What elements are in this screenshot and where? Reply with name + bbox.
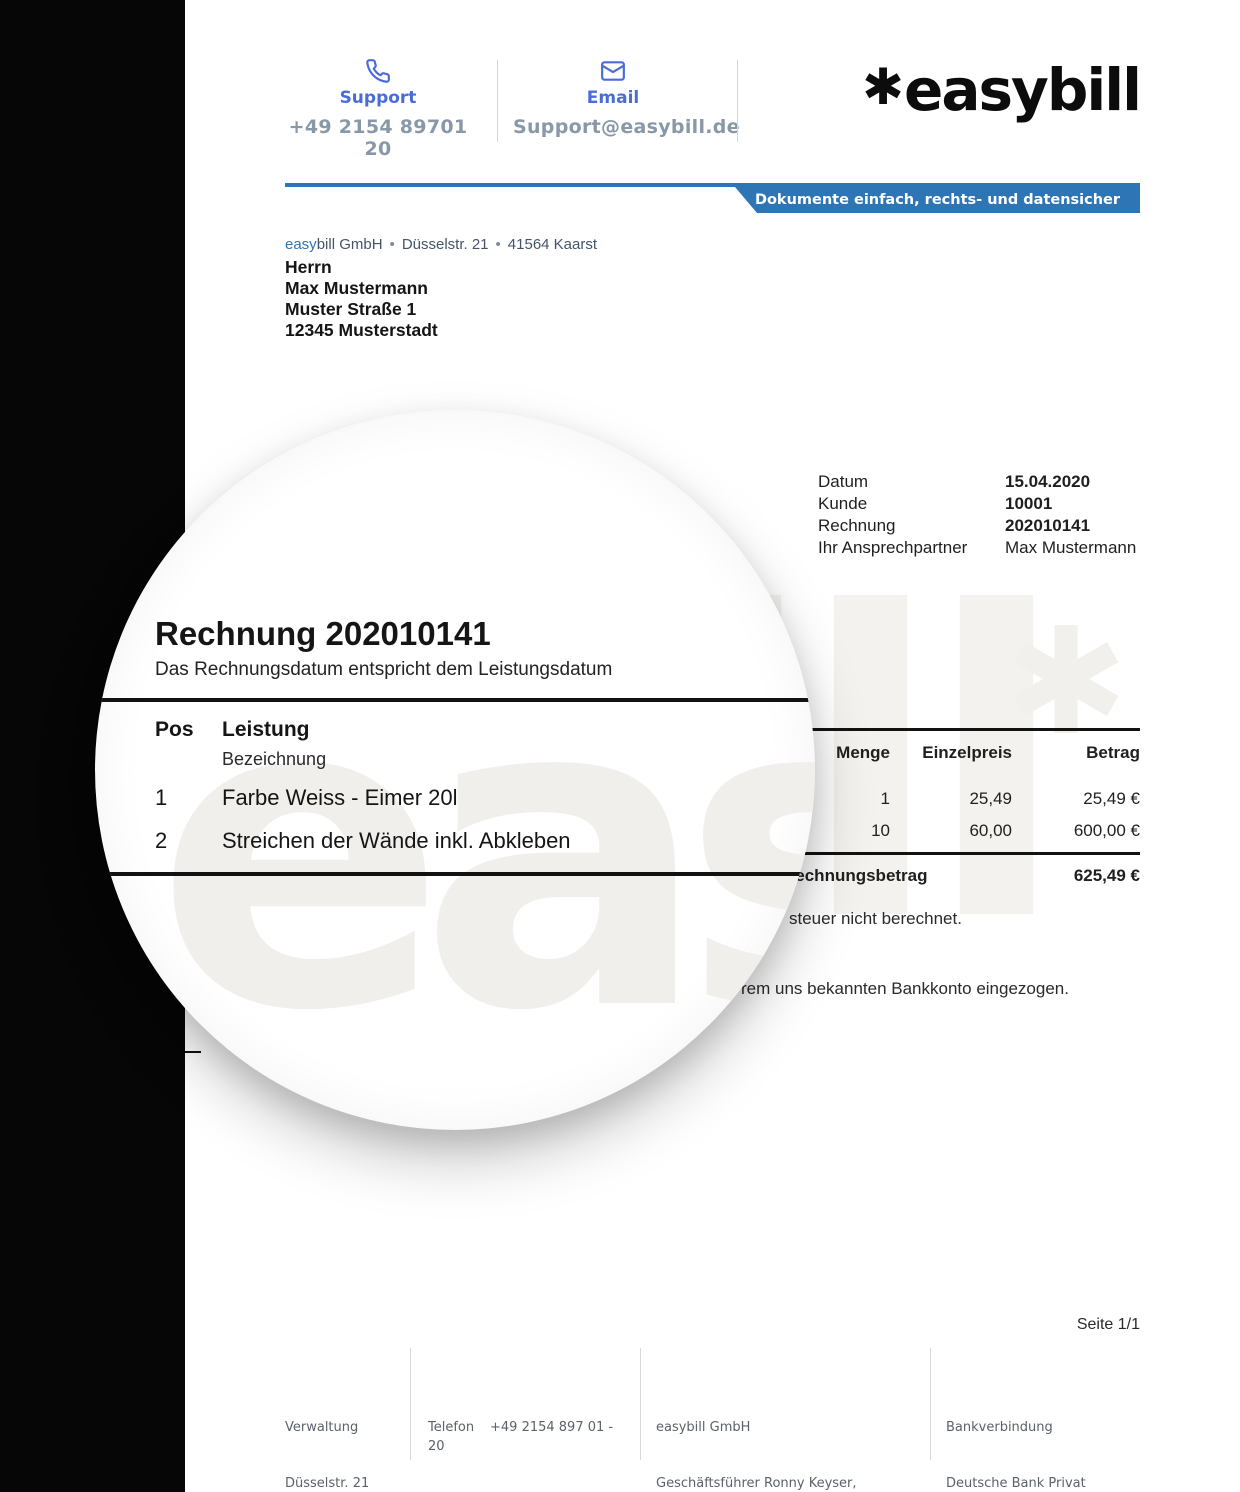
meta-value-ansprechpartner: Max Mustermann: [1005, 538, 1137, 557]
footer-divider: [410, 1348, 411, 1460]
sender-street: Düsselstr. 21: [401, 236, 489, 253]
support-contact: Support +49 2154 89701 20: [278, 58, 478, 160]
row1-einzelpreis: 25,49: [969, 789, 1012, 808]
header-divider: [497, 60, 498, 142]
total-label: Rechnungsbetrag: [783, 866, 928, 885]
fold-mark: [185, 1051, 201, 1053]
recipient-name: Max Mustermann: [285, 278, 428, 298]
page-indicator: Seite 1/1: [1076, 1316, 1140, 1333]
magnified-col-leistung: Leistung: [222, 718, 310, 741]
slogan-banner: Dokumente einfach, rechts- und datensich…: [735, 187, 1140, 213]
recipient-city: 12345 Musterstadt: [285, 320, 438, 340]
separator-dot: •: [495, 236, 501, 253]
footer-label-telefon: Telefon: [428, 1420, 475, 1435]
recipient-street: Muster Straße 1: [285, 299, 417, 319]
magnified-col-bezeichnung: Bezeichnung: [222, 749, 327, 769]
phone-icon: [366, 59, 390, 83]
watermark-asterisk-icon: ✱: [1004, 596, 1129, 768]
row1-betrag: 25,49 €: [1083, 789, 1140, 808]
magnified-item1-pos: 1: [155, 785, 168, 810]
header-rule: [285, 183, 1140, 187]
email-label: Email: [586, 88, 640, 108]
magnified-item1-text: Farbe Weiss - Eimer 20l: [222, 785, 458, 810]
footer-line: Verwaltung: [285, 1420, 359, 1435]
asterisk-logo-icon: ✱: [862, 58, 904, 116]
meta-label-datum: Datum: [818, 472, 869, 491]
email-contact: Email Support@easybill.de: [513, 58, 740, 138]
magnified-bottom-rule: [95, 872, 815, 876]
watermark-inner-text: easy: [155, 605, 815, 1105]
meta-value-datum: 15.04.2020: [1005, 472, 1091, 491]
easybill-logo: ✱easybill: [862, 56, 1142, 124]
logo-text: easybill: [904, 56, 1142, 124]
col-header-betrag: Betrag: [1086, 743, 1140, 762]
col-header-einzelpreis: Einzelpreis: [922, 743, 1012, 762]
meta-label-ansprechpartner: Ihr Ansprechpartner: [818, 538, 968, 557]
footer-divider: [640, 1348, 641, 1460]
footer-line: easybill GmbH: [656, 1420, 751, 1435]
meta-label-rechnung: Rechnung: [818, 516, 896, 535]
magnified-item2-pos: 2: [155, 828, 168, 853]
tax-note-fragment: steuer nicht berechnet.: [789, 909, 962, 928]
debit-note-fragment: rem uns bekannten Bankkonto eingezogen.: [741, 979, 1069, 998]
magnified-col-pos: Pos: [155, 718, 194, 741]
col-header-menge: Menge: [836, 743, 890, 762]
recipient-address: Herrn Max Mustermann Muster Straße 1 123…: [285, 257, 438, 341]
recipient-salutation: Herrn: [285, 257, 332, 277]
separator-dot: •: [389, 236, 395, 253]
support-phone[interactable]: +49 2154 89701 20: [288, 116, 468, 160]
row2-einzelpreis: 60,00: [969, 821, 1012, 840]
email-icon: [601, 61, 625, 81]
magnified-invoice-title: Rechnung 202010141: [155, 615, 491, 652]
footer-line: Geschäftsführer Ronny Keyser,: [656, 1475, 857, 1491]
sender-line: easybill GmbH • Düsselstr. 21 • 41564 Kaarst: [285, 236, 597, 253]
footer-line: Bankverbindung: [946, 1420, 1053, 1435]
email-address[interactable]: Support@easybill.de: [513, 116, 740, 138]
magnified-item2-text: Streichen der Wände inkl. Abkleben: [222, 828, 571, 853]
magnifier-circle: easy Rechnung 202010141 Das Rechnungsdat…: [95, 410, 815, 1130]
footer-line: Düsselstr. 21: [285, 1475, 370, 1491]
meta-label-kunde: Kunde: [818, 494, 868, 513]
sender-brand-blue: easy: [285, 236, 317, 253]
footer-value-telefon: +49 2154 897 01 - 20: [428, 1420, 618, 1454]
row2-betrag: 600,00 €: [1073, 821, 1140, 840]
footer-line: Deutsche Bank Privat: [946, 1475, 1086, 1491]
header-divider: [737, 60, 738, 142]
sender-city: 41564 Kaarst: [507, 236, 598, 253]
row2-menge: 10: [871, 821, 890, 840]
meta-value-kunde: 10001: [1005, 494, 1053, 513]
row1-menge: 1: [880, 789, 890, 808]
footer-col-bank: Bankverbindung Deutsche Bank Privat und …: [946, 1345, 1216, 1492]
footer-divider: [930, 1348, 931, 1460]
total-value: 625,49 €: [1073, 866, 1140, 885]
footer-col-addresses: Verwaltung Düsselstr. 21 41564 Kaarst Su…: [285, 1345, 405, 1492]
magnified-top-rule: [95, 698, 815, 702]
meta-value-rechnung: 202010141: [1005, 516, 1091, 535]
magnified-invoice-subtitle: Das Rechnungsdatum entspricht dem Leistu…: [155, 659, 613, 680]
sender-brand-rest: bill GmbH: [316, 236, 383, 253]
footer-col-contact: Telefon+49 2154 897 01 - 20 Telefax+49 2…: [428, 1345, 628, 1492]
footer-col-company: easybill GmbH Geschäftsführer Ronny Keys…: [656, 1345, 926, 1492]
support-label: Support: [339, 88, 417, 108]
